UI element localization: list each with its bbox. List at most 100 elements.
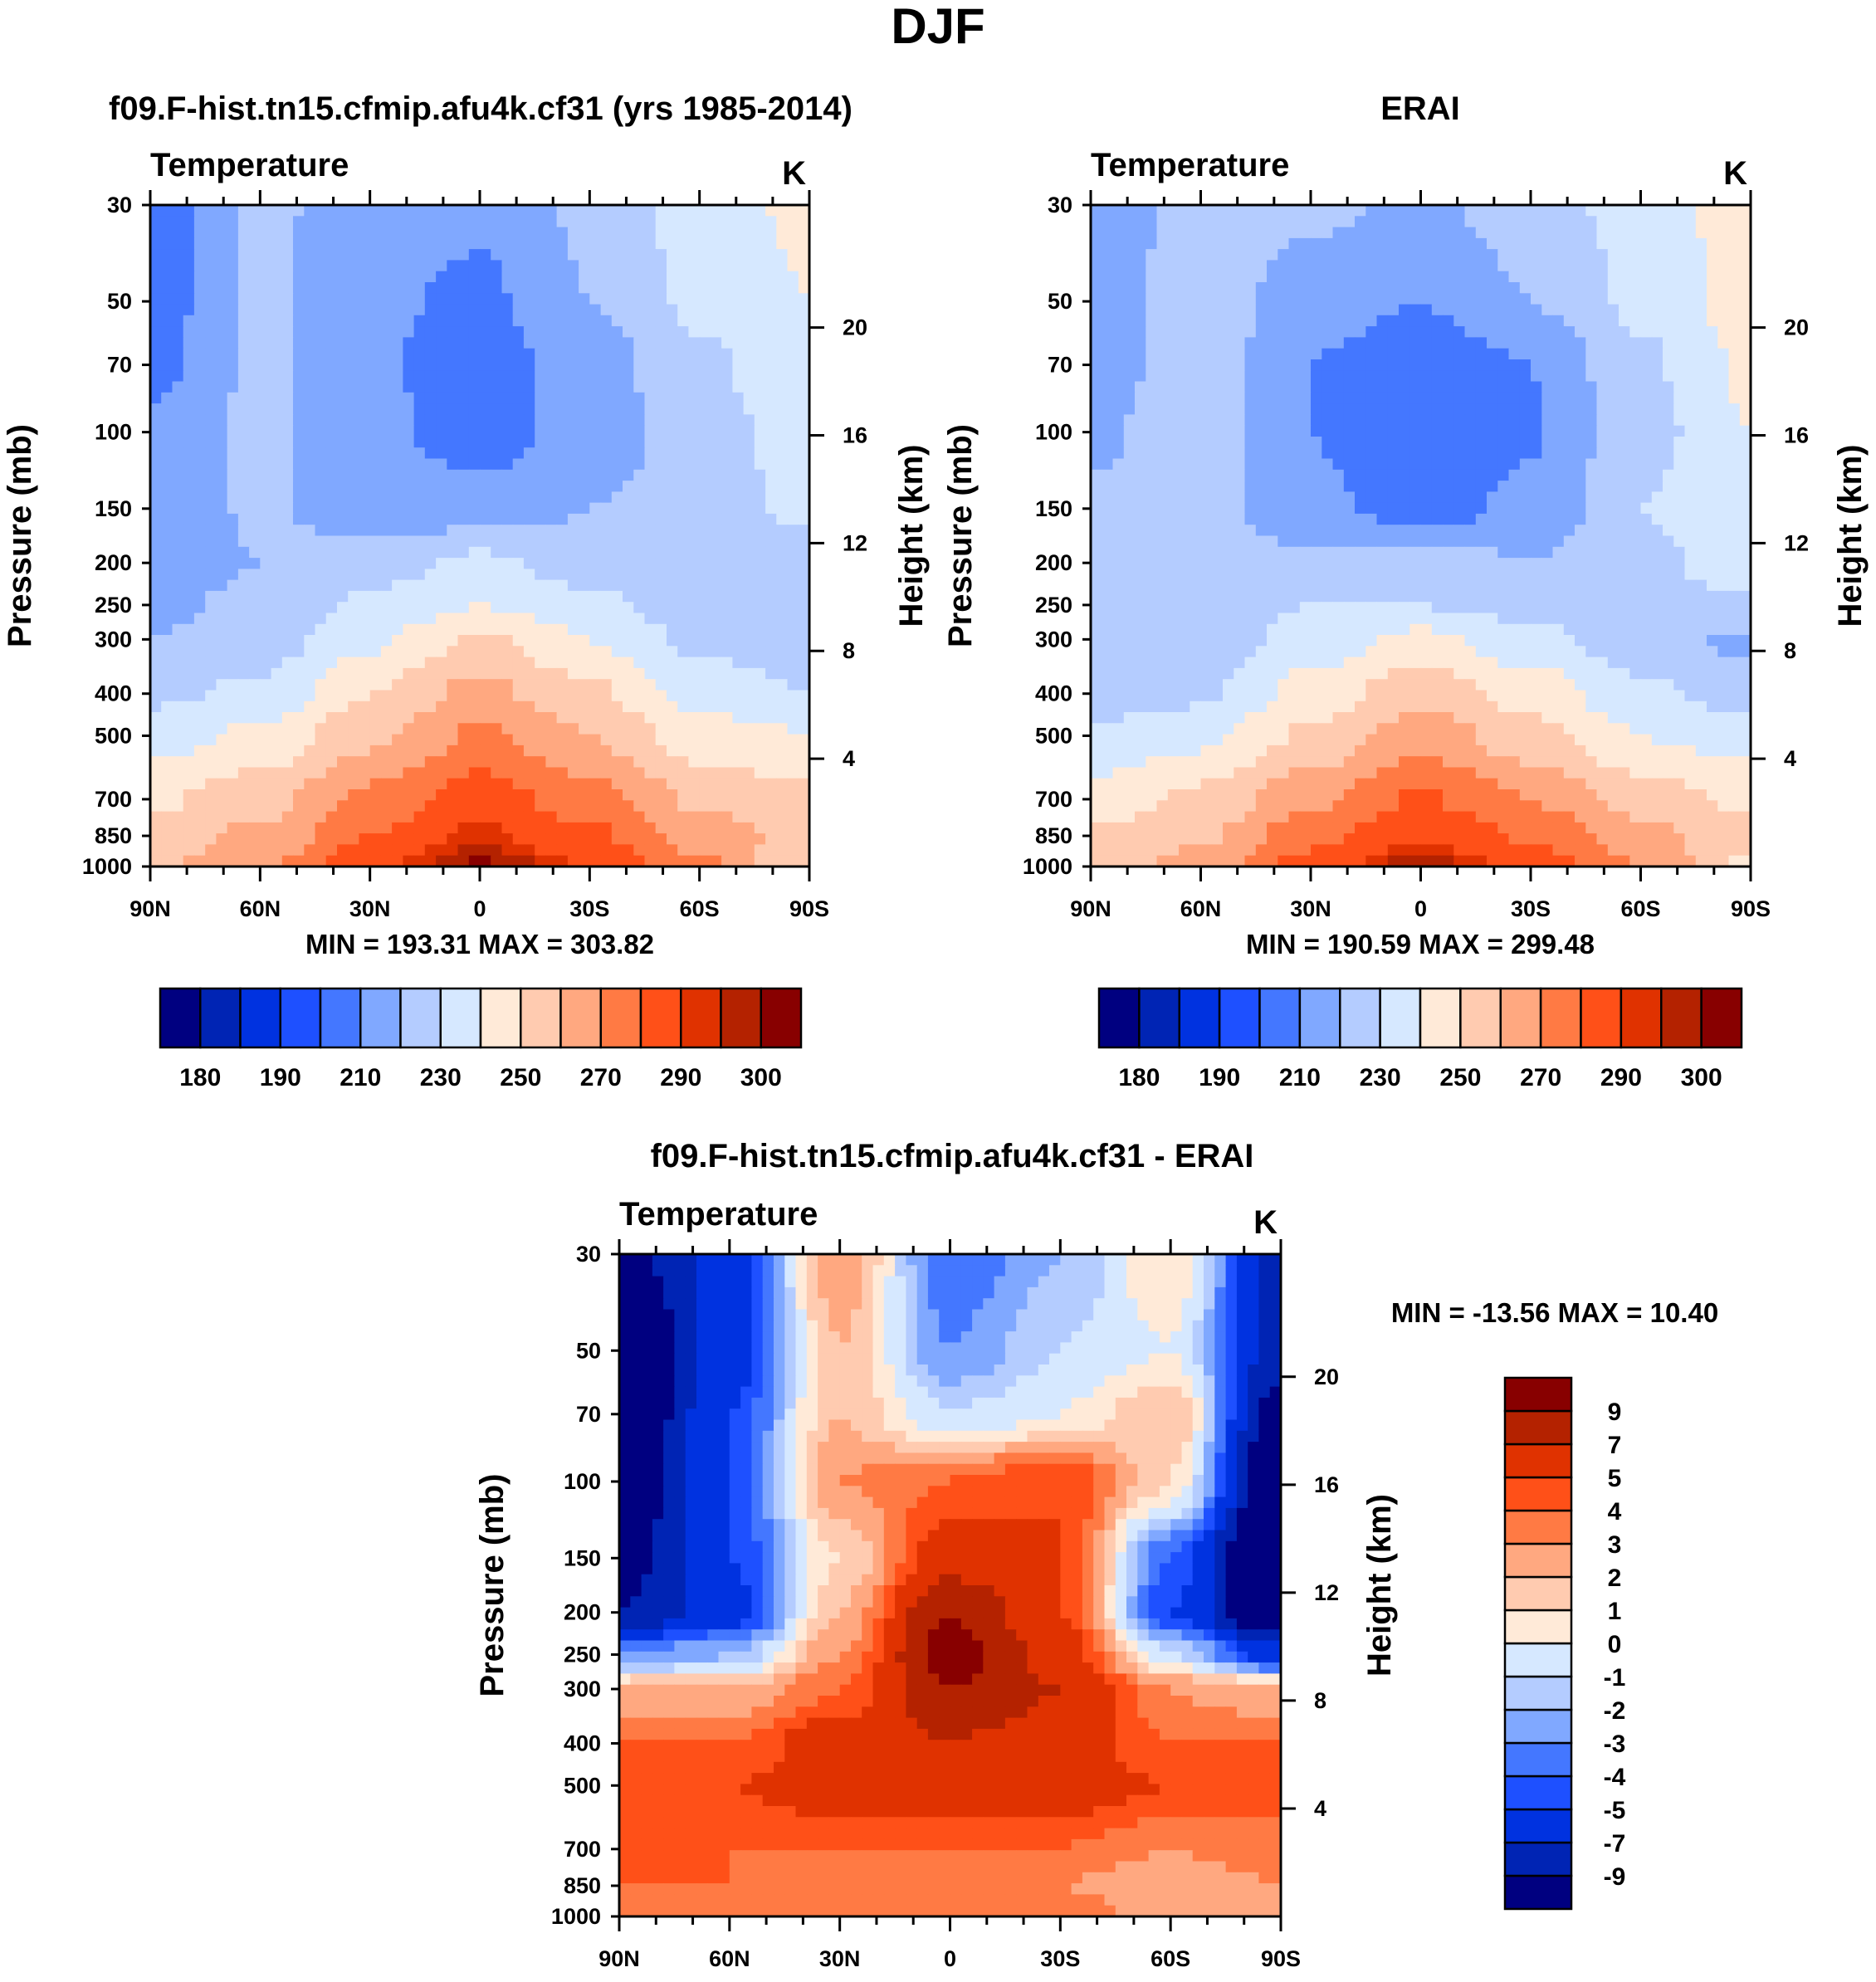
contour-cell [1531, 238, 1542, 250]
contour-cell [732, 459, 744, 471]
contour-cell [700, 789, 711, 801]
contour-cell [1267, 205, 1278, 217]
contour-cell [469, 701, 481, 713]
contour-cell [744, 723, 755, 735]
contour-cell [524, 712, 535, 724]
contour-cell [524, 613, 535, 625]
contour-cell [1267, 326, 1278, 338]
contour-cell [755, 657, 766, 669]
contour-cell [436, 393, 447, 404]
contour-cell [370, 227, 382, 239]
contour-cell [183, 514, 195, 525]
contour-cell [524, 503, 535, 515]
contour-cell [711, 216, 722, 227]
contour-cell [744, 393, 755, 404]
contour-cell [545, 459, 557, 471]
contour-cell [721, 205, 733, 217]
contour-cell [491, 349, 502, 360]
contour-cell [436, 789, 447, 801]
contour-cell [194, 238, 206, 250]
contour-cell [524, 271, 535, 283]
contour-cell [282, 326, 294, 338]
contour-cell [173, 833, 184, 845]
contour-cell [1673, 271, 1685, 283]
contour-cell [1377, 260, 1389, 271]
contour-cell [1729, 326, 1741, 338]
contour-cell [1476, 393, 1488, 404]
contour-cell [403, 525, 414, 536]
contour-cell [216, 646, 227, 657]
contour-cell [700, 260, 711, 271]
contour-cell [579, 337, 590, 349]
contour-cell [513, 337, 525, 349]
contour-cell [403, 216, 414, 227]
contour-cell [623, 216, 634, 227]
contour-cell [765, 370, 777, 382]
contour-cell [732, 779, 744, 790]
contour-cell [161, 359, 173, 371]
contour-cell [403, 613, 414, 625]
contour-cell [1289, 382, 1301, 393]
contour-cell [1553, 293, 1565, 305]
contour-cell [667, 293, 678, 305]
contour-cell [1531, 359, 1542, 371]
contour-cell [1476, 326, 1488, 338]
contour-cell [458, 337, 470, 349]
contour-cell [513, 282, 525, 294]
contour-cell [1234, 205, 1245, 217]
contour-cell [480, 349, 491, 360]
contour-cell [1641, 282, 1653, 294]
contour-cell [1476, 426, 1488, 437]
contour-cell [458, 305, 470, 316]
contour-cell [359, 437, 370, 448]
contour-cell [788, 514, 799, 525]
contour-cell [1091, 393, 1102, 404]
contour-cell [414, 260, 426, 271]
contour-cell [282, 393, 294, 404]
contour-cell [293, 668, 305, 680]
contour-cell [458, 844, 470, 856]
contour-cell [304, 789, 315, 801]
contour-cell [183, 503, 195, 515]
contour-cell [623, 823, 634, 834]
contour-cell [173, 470, 184, 481]
contour-cell [711, 414, 722, 426]
contour-cell [1333, 271, 1345, 283]
contour-cell [700, 701, 711, 713]
contour-cell [545, 833, 557, 845]
contour-cell [381, 613, 393, 625]
contour-cell [633, 216, 645, 227]
contour-cell [183, 216, 195, 227]
contour-cell [524, 282, 535, 294]
contour-cell [633, 691, 645, 702]
contour-cell [700, 437, 711, 448]
contour-cell [1344, 337, 1356, 349]
contour-cell [392, 305, 403, 316]
contour-cell [1608, 426, 1620, 437]
contour-cell [623, 679, 634, 691]
contour-cell [732, 503, 744, 515]
contour-cell [700, 293, 711, 305]
contour-cell [1146, 349, 1157, 360]
contour-cell [469, 349, 481, 360]
contour-cell [1388, 403, 1400, 415]
contour-cell [1091, 337, 1102, 349]
contour-cell [1135, 271, 1146, 283]
contour-cell [776, 227, 788, 239]
contour-cell [1377, 271, 1389, 283]
contour-cell [1322, 205, 1333, 217]
contour-cell [447, 712, 458, 724]
contour-cell [1520, 282, 1532, 294]
contour-cell [688, 260, 700, 271]
contour-cell [677, 569, 689, 580]
contour-cell [1641, 305, 1653, 316]
contour-cell [623, 756, 634, 768]
contour-cell [480, 481, 491, 492]
contour-cell [348, 613, 359, 625]
contour-cell [1619, 337, 1630, 349]
contour-cell [480, 679, 491, 691]
contour-cell [755, 227, 766, 239]
contour-cell [436, 349, 447, 360]
contour-cell [623, 437, 634, 448]
contour-cell [1531, 282, 1542, 294]
